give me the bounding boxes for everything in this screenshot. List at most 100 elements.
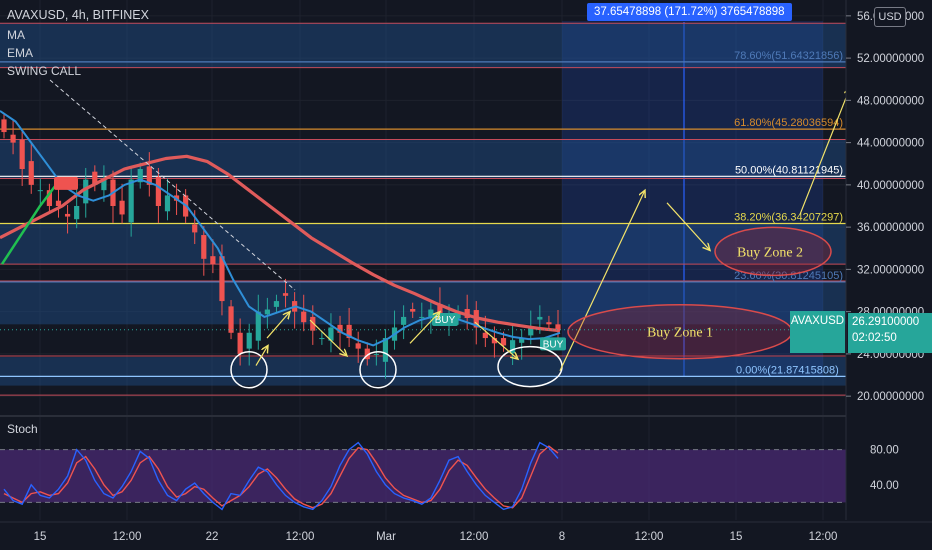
candle-body — [210, 256, 216, 265]
annotation-arrow — [474, 321, 518, 359]
stoch-d-line — [3, 445, 559, 509]
candle-body — [74, 206, 80, 220]
fib-label: 23.60%(30.81245105) — [734, 270, 843, 282]
buy-signal-label: BUY — [543, 339, 564, 350]
candle-body — [10, 134, 16, 143]
x-tick-label: 12:00 — [286, 531, 315, 543]
stoch-tick-label: 80.00 — [870, 445, 899, 457]
fib-zone-band — [0, 357, 846, 386]
fib-zones — [0, 21, 846, 396]
x-tick-label: 15 — [730, 531, 743, 543]
candle-body — [537, 316, 543, 320]
stoch-band — [0, 449, 846, 503]
candle-body — [528, 327, 534, 336]
y-tick-label: 48.00000000 — [857, 95, 924, 107]
candle-body — [19, 139, 25, 170]
candle-body — [246, 332, 252, 349]
candle-body — [519, 338, 525, 343]
candle-body — [428, 309, 434, 317]
last-price-value: 26.29100000 — [852, 316, 920, 328]
bottom-circle — [230, 350, 268, 389]
candle-body — [119, 200, 125, 215]
y-tick-label: 40.00000000 — [857, 180, 924, 192]
indicator-swing-call-label[interactable]: SWING CALL — [7, 64, 82, 78]
indicator-ma-label[interactable]: MA — [7, 28, 25, 42]
x-tick-label: 12:00 — [113, 531, 142, 543]
buy-signal-label: BUY — [435, 315, 456, 326]
candle-body — [101, 179, 107, 191]
candle-body — [419, 316, 425, 318]
stoch-k-line — [3, 441, 559, 511]
candle-body — [155, 176, 161, 206]
candle-body — [282, 293, 289, 296]
trendline-dashed — [49, 79, 296, 291]
candle-body — [164, 195, 171, 212]
price-axis-bg — [846, 0, 932, 550]
fib-label: 50.00%(40.81121945) — [735, 164, 843, 176]
candle-body — [382, 338, 389, 362]
stoch-pane — [0, 415, 932, 511]
annotation-arrow — [255, 345, 268, 366]
y-tick-label: 36.00000000 — [857, 222, 924, 234]
ema-line — [0, 110, 561, 347]
last-price-tag: 26.29100000 02:02:50 — [848, 313, 932, 353]
ticker-title: AVAXUSD, 4h, BITFINEX — [7, 8, 149, 22]
fib-label: 0.00%(21.87415808) — [736, 364, 839, 376]
annotation-arrow — [309, 319, 347, 356]
candle-body — [373, 353, 379, 355]
bar-countdown: 02:02:50 — [852, 332, 897, 344]
annotation-arrow — [666, 202, 710, 251]
candle-body — [482, 332, 488, 339]
measure-label: 37.65478898 (171.72%) 3765478898 — [587, 3, 792, 21]
fib-label: 61.80%(45.28036594) — [734, 117, 843, 129]
buy-signal-marker — [540, 337, 566, 351]
indicator-ema-label[interactable]: EMA — [7, 46, 34, 60]
candle-body — [83, 179, 89, 204]
stoch-tick-label: 40.00 — [870, 480, 899, 492]
candle-body — [137, 169, 143, 183]
stoch-indicator-label[interactable]: Stoch — [7, 422, 38, 436]
candle-body — [37, 190, 43, 192]
candle-body — [500, 338, 507, 346]
fib-zone-band — [0, 23, 846, 68]
currency-button[interactable]: USD — [874, 7, 906, 27]
candle-body — [273, 301, 280, 307]
candle-body — [364, 348, 370, 360]
candle-body — [219, 256, 225, 302]
candle-body — [264, 309, 270, 315]
moving-averages — [0, 110, 561, 347]
candle-body — [328, 327, 334, 341]
candle-body — [228, 306, 234, 333]
candle-body — [237, 332, 243, 354]
y-tick-label: 52.00000000 — [857, 53, 924, 65]
candle-body — [355, 343, 361, 349]
candle-body — [255, 311, 261, 341]
candle-body — [401, 316, 407, 325]
x-tick-label: 12:00 — [460, 531, 489, 543]
x-tick-label: 15 — [34, 531, 47, 543]
buy-zone-1-label: Buy Zone 1 — [647, 326, 713, 341]
symbol-price-tag: AVAXUSD — [790, 311, 845, 353]
candle-body — [310, 316, 316, 331]
candle-body — [46, 190, 53, 206]
candle-body — [455, 311, 461, 319]
fib-levels: 78.60%(51.64321856) 61.80%(45.28036594) 50… — [0, 50, 846, 377]
candle-body — [301, 311, 307, 323]
x-tick-label: 8 — [559, 531, 565, 543]
candle-body — [146, 166, 152, 185]
annotations: BUY BUY Buy Zone 1 Buy Zone 2 — [0, 79, 850, 389]
candle-body — [546, 322, 552, 325]
x-tick-label: 12:00 — [809, 531, 838, 543]
candle-body — [491, 338, 498, 344]
candle-body — [201, 235, 207, 259]
annotation-arrow — [266, 312, 290, 339]
bottom-circle — [359, 350, 397, 389]
candle-body — [55, 200, 62, 206]
x-tick-label: Mar — [376, 531, 396, 543]
candle-body — [1, 119, 7, 133]
y-tick-label: 32.00000000 — [857, 264, 924, 276]
fib-label: 38.20%(36.34207297) — [734, 212, 843, 224]
fib-label: 78.60%(51.64321856) — [734, 50, 843, 62]
candle-body — [192, 224, 198, 233]
